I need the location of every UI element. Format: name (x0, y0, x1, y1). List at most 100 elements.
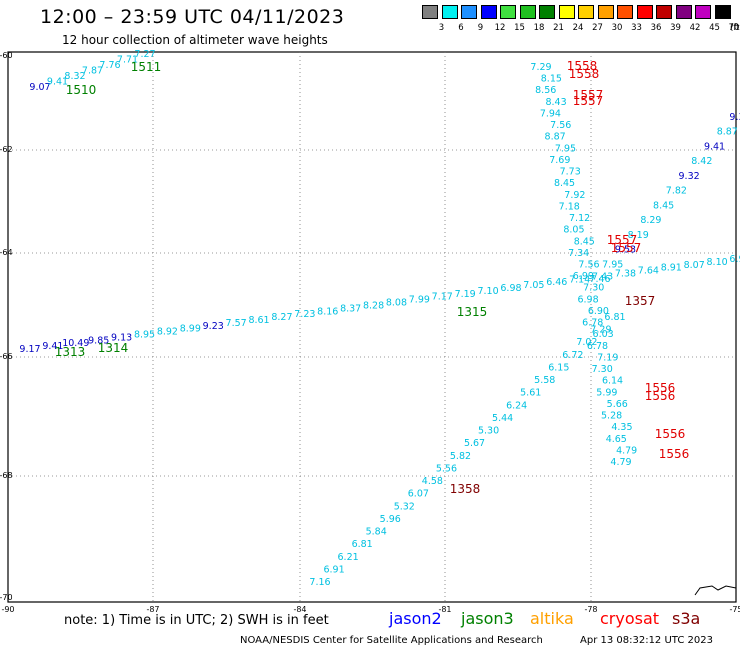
wave-height-label: 8.43 (545, 97, 566, 108)
coastline (694, 585, 737, 596)
wave-height-label: 9.41 (704, 141, 725, 152)
wave-height-label: 5.82 (450, 451, 471, 462)
page-title: 12:00 – 23:59 UTC 04/11/2023 (40, 6, 345, 28)
wave-height-label: 4.65 (606, 434, 627, 445)
wave-height-label: 7.38 (615, 269, 636, 280)
lat-label: -62 (0, 145, 13, 154)
wave-height-label: 8.32 (64, 71, 85, 82)
scale-swatch-12 (480, 5, 497, 19)
wave-height-label: 4.58 (422, 476, 443, 487)
lon-label: -78 (584, 605, 597, 614)
wave-height-label: 8.95 (134, 329, 155, 340)
wave-height-label: 9.41 (42, 341, 63, 352)
scale-tick-label: 27 (592, 23, 603, 33)
wave-height-label: 8.15 (541, 74, 562, 85)
wave-height-label: 7.43 (592, 271, 613, 282)
wave-height-label: 7.95 (555, 143, 576, 154)
wave-height-label: 7.73 (560, 167, 581, 178)
wave-height-label: 8.45 (554, 178, 575, 189)
wave-height-label: 5.61 (520, 388, 541, 399)
mission-label-jason3: jason3 (461, 609, 514, 628)
time-label: 1556 (645, 381, 676, 395)
wave-height-label: 5.99 (596, 387, 617, 398)
wave-height-label: 8.27 (271, 312, 292, 323)
time-label: 1556 (659, 447, 690, 461)
scale-tick-label: 39 (670, 23, 681, 33)
wave-height-label: 7.82 (666, 186, 687, 197)
lat-label: -64 (0, 248, 13, 257)
scale-tick-label: 3 (438, 23, 445, 33)
credit-text: NOAA/NESDIS Center for Satellite Applica… (240, 635, 543, 646)
time-label: 1557 (607, 233, 638, 247)
wave-height-label: 5.32 (394, 501, 415, 512)
wave-height-label: 7.99 (409, 295, 430, 306)
wave-height-label: 5.28 (601, 411, 622, 422)
lon-label: -84 (293, 605, 306, 614)
scale-swatch-24 (558, 5, 575, 19)
time-label: 1314 (98, 341, 129, 355)
wave-height-label: 7.05 (523, 280, 544, 291)
wave-height-label: 6.03 (593, 329, 614, 340)
mission-label-altika: altika (530, 609, 574, 628)
time-label: 1315 (457, 305, 488, 319)
wave-height-label: 9.13 (111, 332, 132, 343)
scale-unit-label: (ft) (730, 23, 740, 33)
wave-height-label: 6.90 (588, 306, 609, 317)
wave-height-label: 7.19 (455, 289, 476, 300)
wave-height-label: 5.67 (464, 438, 485, 449)
lon-label: -90 (1, 605, 14, 614)
scale-swatch-15 (500, 5, 516, 19)
scale-tick-label: 6 (458, 23, 464, 33)
wave-height-label: 9.32 (729, 112, 740, 123)
wave-height-label: 7.46 (589, 274, 610, 285)
wave-height-label: 6.78 (582, 318, 603, 329)
lat-label: -66 (0, 352, 13, 361)
lat-label: -68 (0, 471, 13, 480)
wave-height-label: 8.61 (248, 315, 269, 326)
wave-height-label: 7.27 (134, 49, 155, 60)
time-label: 1357 (625, 294, 656, 308)
time-label: 1556 (645, 389, 676, 403)
wave-height-label: 5.66 (607, 399, 628, 410)
wave-height-label: 8.87 (545, 132, 566, 143)
wave-height-label: 8.45 (574, 236, 595, 247)
wave-height-label: 8.37 (340, 303, 361, 314)
wave-height-label: 7.71 (117, 55, 138, 66)
wave-height-label: 8.87 (717, 127, 738, 138)
wave-height-label: 5.96 (380, 514, 401, 525)
wave-height-label: 9.23 (203, 321, 224, 332)
time-label: 1556 (655, 427, 686, 441)
wave-height-label: 7.16 (309, 577, 330, 588)
wave-height-label: 7.17 (432, 292, 453, 303)
wave-height-label: 9.32 (679, 171, 700, 182)
mission-label-cryosat: cryosat (600, 609, 660, 628)
wave-height-label: 6.07 (408, 489, 429, 500)
scale-tick-label: 15 (514, 23, 525, 33)
wave-height-label: 7.12 (569, 213, 590, 224)
time-label: 1510 (66, 83, 97, 97)
scale-tick-label: 18 (533, 23, 545, 33)
scale-swatch-36 (636, 5, 653, 19)
wave-height-label: 8.19 (628, 230, 649, 241)
wave-height-label: 6.98 (500, 283, 521, 294)
wave-height-label: 7.94 (540, 108, 561, 119)
wave-height-label: 8.07 (684, 260, 705, 271)
lat-label: -60 (0, 51, 13, 60)
wave-height-label: 6.81 (604, 312, 625, 323)
scale-tick-label: 30 (611, 23, 623, 33)
time-label: 1558 (569, 67, 600, 81)
wave-height-label: 7.56 (550, 120, 571, 131)
time-label: 1511 (131, 60, 162, 74)
scale-tick-label: 42 (689, 23, 701, 33)
wave-height-label: 7.64 (638, 266, 659, 277)
time-label: 1313 (55, 345, 86, 359)
wave-height-label: 8.28 (363, 300, 384, 311)
time-label: 1557 (573, 88, 604, 102)
wave-height-label: 4.79 (610, 457, 631, 468)
wave-height-label: 9.17 (19, 344, 40, 355)
wave-height-label: 8.08 (386, 298, 407, 309)
wave-height-label: 5.58 (534, 375, 555, 386)
mission-label-jason2: jason2 (389, 609, 442, 628)
wave-height-label: 7.10 (477, 286, 498, 297)
time-label: 1557 (573, 94, 604, 108)
